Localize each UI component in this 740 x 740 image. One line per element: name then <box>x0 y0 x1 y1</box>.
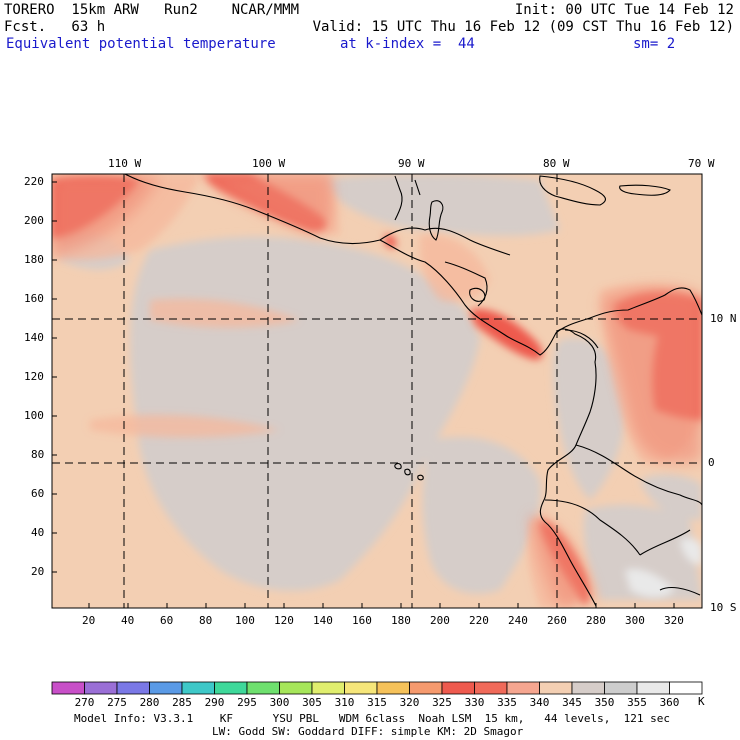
x-tick-label: 280 <box>586 614 606 627</box>
field-335-regions <box>52 174 702 608</box>
colorbar-tick-label: 270 <box>74 696 95 709</box>
colorbar-tick-label: 335 <box>497 696 517 709</box>
physics-info: LW: Godd SW: Goddard DIFF: simple KM: 2D… <box>212 725 524 738</box>
colorbar-unit: K <box>698 695 705 708</box>
axis-ticks <box>52 181 675 608</box>
x-tick-label: 200 <box>430 614 450 627</box>
colorbar-tick-label: 290 <box>204 696 225 709</box>
y-tick-label: 200 <box>24 214 44 227</box>
lon-label: 110 W <box>108 157 142 170</box>
colorbar-tick-label: 325 <box>432 696 452 709</box>
lat-label: 10 S <box>710 601 737 614</box>
lat-label: 0 <box>708 456 715 469</box>
graticule <box>52 174 702 608</box>
x-tick-label: 20 <box>82 614 96 627</box>
lon-label: 90 W <box>398 157 425 170</box>
colorbar-tick-label: 285 <box>172 696 192 709</box>
x-tick-label: 140 <box>313 614 333 627</box>
x-tick-label: 120 <box>274 614 294 627</box>
colorbar-tick-label: 330 <box>464 696 485 709</box>
y-tick-label: 80 <box>31 448 45 461</box>
colorbar-tick-label: 280 <box>139 696 160 709</box>
y-tick-label: 60 <box>31 487 45 500</box>
x-tick-label: 180 <box>391 614 411 627</box>
y-tick-label: 160 <box>24 292 44 305</box>
forecast-hour: Fcst. 63 h <box>4 19 106 35</box>
model-run-title: TORERO 15km ARW Run2 NCAR/MMM <box>4 2 300 18</box>
colorbar-tick-label: 350 <box>594 696 615 709</box>
colorbar-tick-label: 305 <box>302 696 322 709</box>
colorbar-tick-label: 295 <box>237 696 257 709</box>
colorbar-tick-label: 355 <box>627 696 647 709</box>
y-tick-label: 100 <box>24 409 44 422</box>
lat-label: 10 N <box>710 312 737 325</box>
smoothing-label: sm= 2 <box>633 36 676 52</box>
x-tick-label: 300 <box>625 614 645 627</box>
colorbar-tick-label: 360 <box>659 696 680 709</box>
x-tick-label: 260 <box>547 614 567 627</box>
plot-frame <box>51 173 703 609</box>
y-tick-label: 220 <box>24 175 44 188</box>
colorbar-tick-label: 275 <box>107 696 127 709</box>
coastlines <box>124 174 702 607</box>
colorbar-tick-label: 340 <box>529 696 550 709</box>
colorbar-tick-label: 310 <box>334 696 355 709</box>
lon-label: 70 W <box>688 157 715 170</box>
lon-label: 100 W <box>252 157 286 170</box>
y-tick-label: 180 <box>24 253 44 266</box>
x-tick-label: 60 <box>160 614 174 627</box>
x-tick-label: 160 <box>352 614 372 627</box>
x-tick-label: 40 <box>121 614 135 627</box>
colorbar-tick-label: 315 <box>367 696 387 709</box>
x-tick-label: 220 <box>469 614 489 627</box>
field-name: Equivalent potential temperature <box>6 36 276 52</box>
x-tick-label: 100 <box>235 614 255 627</box>
colorbar-tick-label: 320 <box>399 696 420 709</box>
model-info: Model Info: V3.3.1 KF YSU PBL WDM 6class… <box>74 712 671 725</box>
init-time: Init: 00 UTC Tue 14 Feb 12 <box>514 2 734 18</box>
level-index: at k-index = 44 <box>340 36 475 52</box>
x-tick-label: 80 <box>199 614 213 627</box>
lon-label: 80 W <box>543 157 570 170</box>
colorbar-tick-label: 345 <box>562 696 582 709</box>
x-tick-label: 240 <box>508 614 528 627</box>
y-tick-label: 120 <box>24 370 44 383</box>
y-tick-label: 20 <box>31 565 45 578</box>
valid-time: Valid: 15 UTC Thu 16 Feb 12 (09 CST Thu … <box>312 19 734 35</box>
x-tick-label: 320 <box>664 614 684 627</box>
y-tick-label: 40 <box>31 526 45 539</box>
y-tick-label: 140 <box>24 331 44 344</box>
colorbar-tick-label: 300 <box>269 696 290 709</box>
field-355-regions <box>625 537 702 598</box>
